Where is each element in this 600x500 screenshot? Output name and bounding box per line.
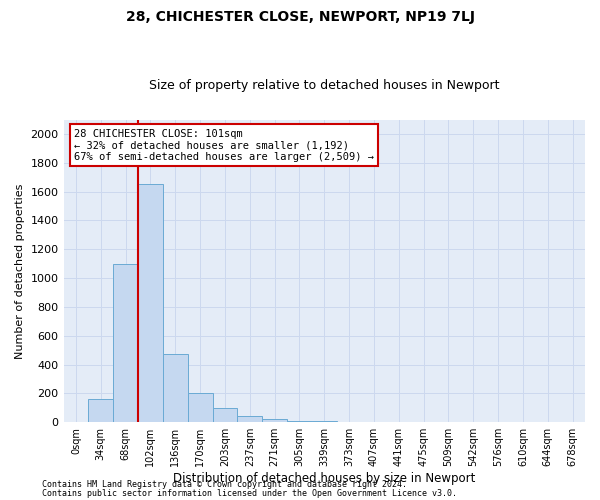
Text: 28 CHICHESTER CLOSE: 101sqm
← 32% of detached houses are smaller (1,192)
67% of : 28 CHICHESTER CLOSE: 101sqm ← 32% of det… xyxy=(74,128,374,162)
Bar xyxy=(113,264,138,422)
Bar xyxy=(188,394,212,422)
Text: Contains HM Land Registry data © Crown copyright and database right 2024.: Contains HM Land Registry data © Crown c… xyxy=(42,480,407,489)
Title: Size of property relative to detached houses in Newport: Size of property relative to detached ho… xyxy=(149,79,500,92)
Bar xyxy=(163,354,188,422)
Bar xyxy=(238,416,262,422)
X-axis label: Distribution of detached houses by size in Newport: Distribution of detached houses by size … xyxy=(173,472,475,485)
Bar xyxy=(212,408,238,422)
Bar xyxy=(138,184,163,422)
Bar xyxy=(287,421,312,422)
Text: 28, CHICHESTER CLOSE, NEWPORT, NP19 7LJ: 28, CHICHESTER CLOSE, NEWPORT, NP19 7LJ xyxy=(125,10,475,24)
Bar xyxy=(262,418,287,422)
Y-axis label: Number of detached properties: Number of detached properties xyxy=(15,183,25,358)
Text: Contains public sector information licensed under the Open Government Licence v3: Contains public sector information licen… xyxy=(42,488,457,498)
Bar xyxy=(88,399,113,422)
